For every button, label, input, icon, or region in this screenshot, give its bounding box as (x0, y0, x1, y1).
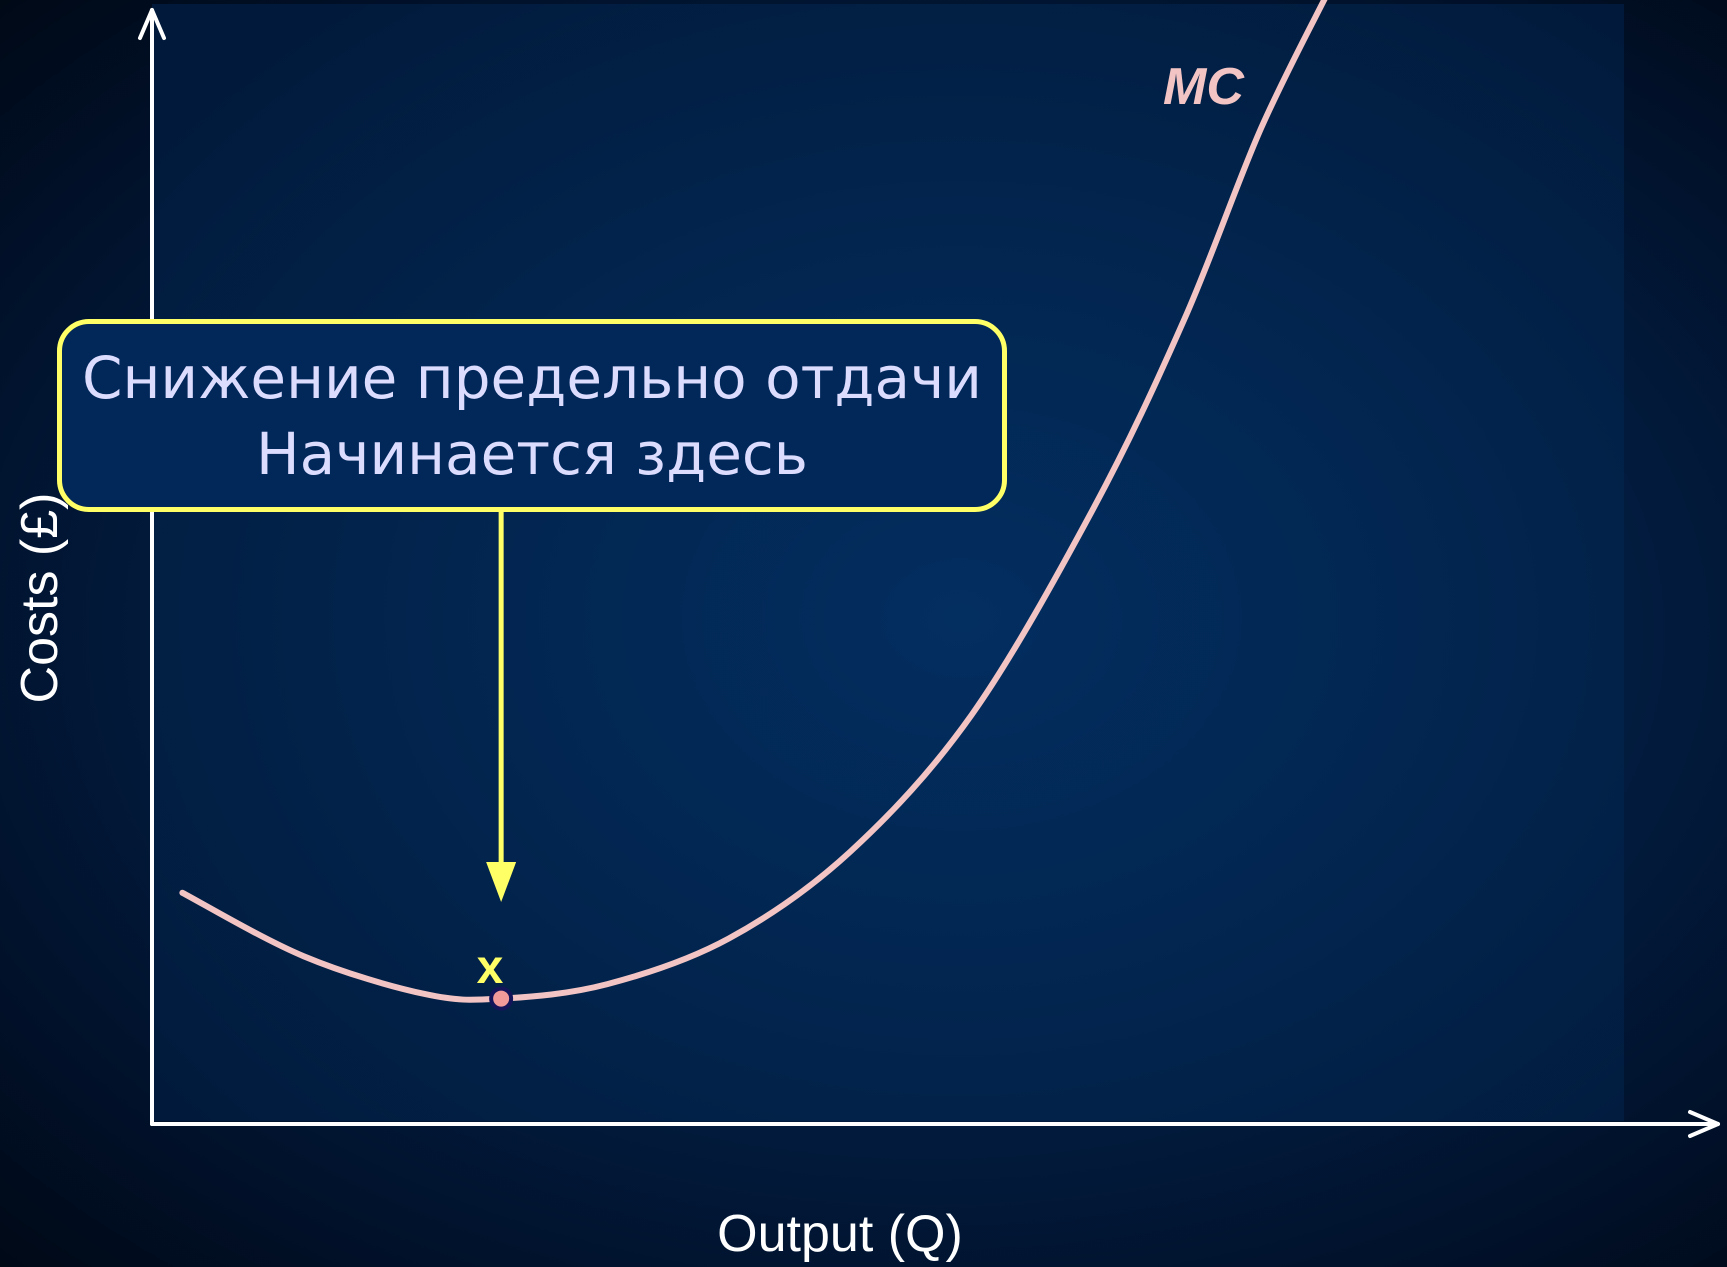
callout-arrow-head (486, 862, 517, 902)
plot-panel (152, 4, 1624, 1121)
data-point-minimum (489, 986, 514, 1011)
callout-line-2: Начинается здесь (256, 419, 808, 488)
callout-box: Снижение предельно отдачи Начинается зде… (57, 319, 1007, 512)
x-axis-title: Output (Q) (717, 1205, 963, 1263)
axes (138, 8, 1720, 1138)
y-axis-arrowhead-right (150, 8, 166, 40)
callout-line-1: Снижение предельно отдачи (82, 343, 982, 412)
point-marker-label: x (476, 941, 504, 994)
y-axis-title: Costs (£) (11, 492, 69, 704)
x-axis-arrowhead-bottom (1688, 1122, 1720, 1138)
series-label-mc: MC (1163, 58, 1244, 116)
x-axis-arrowhead-top (1688, 1110, 1720, 1126)
y-axis-arrowhead-left (138, 8, 154, 40)
series-line-mc (179, 0, 1328, 1003)
